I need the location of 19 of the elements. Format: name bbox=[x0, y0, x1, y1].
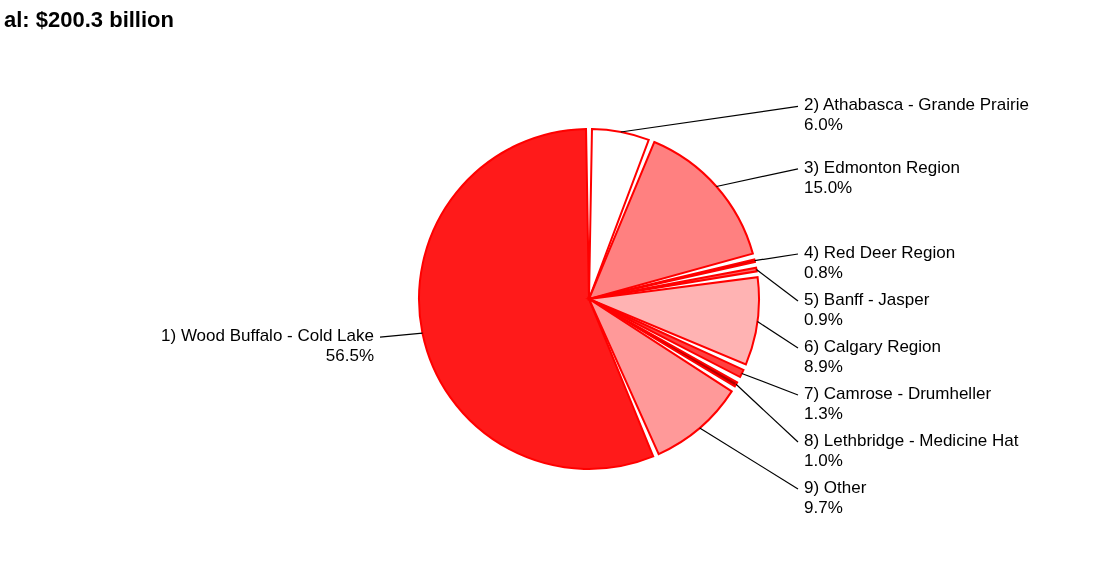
slice-label: 1) Wood Buffalo - Cold Lake bbox=[161, 326, 374, 346]
data-label: 8.9% bbox=[804, 357, 843, 377]
data-label: 6.0% bbox=[804, 115, 843, 135]
data-label: 9.7% bbox=[804, 498, 843, 518]
data-label: 0.9% bbox=[804, 310, 843, 330]
slice-label: 5) Banff - Jasper bbox=[804, 290, 930, 310]
data-label: 0.8% bbox=[804, 263, 843, 283]
slice-label: 4) Red Deer Region bbox=[804, 243, 956, 263]
data-label: 56.5% bbox=[325, 346, 374, 366]
chart-title: al: $200.3 billion bbox=[4, 7, 174, 32]
slice-label: 6) Calgary Region bbox=[804, 337, 942, 357]
data-label: 15.0% bbox=[804, 177, 853, 197]
data-label: 1.3% bbox=[804, 404, 843, 424]
slice-label: 9) Other bbox=[804, 478, 867, 498]
data-label: 1.0% bbox=[804, 451, 843, 471]
slice-label: 8) Lethbridge - Medicine Hat bbox=[804, 431, 1019, 451]
slice-label: 3) Edmonton Region bbox=[804, 157, 960, 177]
slice-label: 2) Athabasca - Grande Prairie bbox=[804, 95, 1029, 115]
slice-label: 7) Camrose - Drumheller bbox=[804, 384, 992, 404]
